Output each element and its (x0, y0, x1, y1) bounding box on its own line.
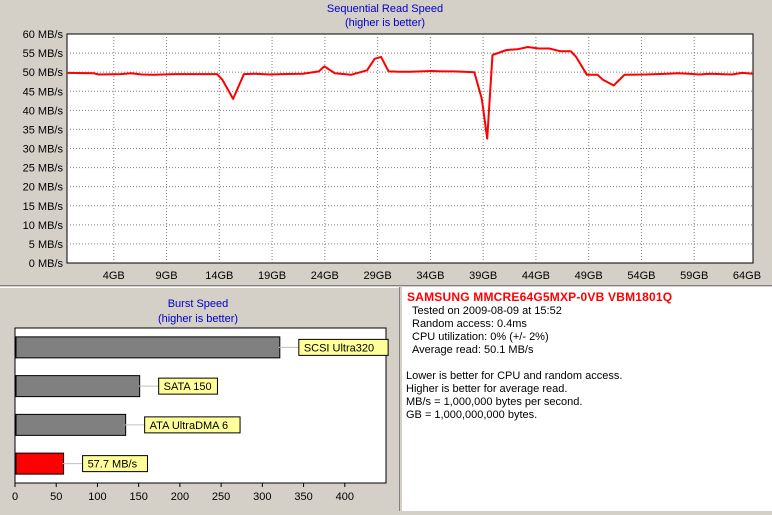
x-tick-label: 350 (294, 491, 312, 503)
y-tick-label: 60 MB/s (23, 29, 64, 41)
x-tick-label: 24GB (311, 270, 339, 282)
chart-subtitle: (higher is better) (158, 313, 238, 325)
y-tick-label: 20 MB/s (23, 182, 64, 194)
y-tick-label: 50 MB/s (23, 67, 64, 79)
bar-label: ATA UltraDMA 6 (150, 420, 228, 432)
x-tick-label: 49GB (575, 270, 603, 282)
bar-label-box (158, 377, 218, 395)
x-tick-label: 100 (88, 491, 106, 503)
burst-speed-panel: Burst Speed (higher is better) SCSI Ultr… (0, 287, 398, 511)
x-tick-label: 34GB (416, 270, 444, 282)
note-line: Higher is better for average read. (406, 383, 568, 395)
cpu-utilization-text: CPU utilization: 0% (+/- 2%) (412, 331, 549, 343)
y-tick-label: 40 MB/s (23, 105, 64, 117)
tested-on-text: Tested on 2009-08-09 at 15:52 (412, 305, 562, 317)
x-tick-label: 50 (50, 491, 62, 503)
chart-title: Burst Speed (168, 298, 229, 310)
y-axis-ticks: 0 MB/s 5 MB/s 10 MB/s 15 MB/s 20 MB/s 25 MB/s… (23, 29, 64, 270)
horizontal-divider (0, 285, 772, 288)
note-line: Lower is better for CPU and random acces… (406, 370, 623, 382)
drive-info-panel: SAMSUNG MMCRE64G5MXP-0VB VBM1801Q Tested… (403, 287, 772, 511)
x-tick-label: 54GB (627, 270, 655, 282)
bar (15, 452, 65, 475)
y-tick-label: 25 MB/s (23, 163, 64, 175)
x-tick-label: 64GB (733, 270, 761, 282)
sequential-read-panel: Sequential Read Speed (higher is better)… (23, 3, 761, 282)
sequential-read-chart: Sequential Read Speed (higher is better)… (23, 3, 761, 282)
series-line (66, 46, 754, 140)
x-tick-label: 200 (171, 491, 189, 503)
note-line: MB/s = 1,000,000 bytes per second. (406, 396, 583, 408)
bar-label: SATA 150 (164, 381, 212, 393)
y-tick-label: 45 MB/s (23, 86, 64, 98)
x-tick-label: 19GB (258, 270, 286, 282)
y-tick-label: 35 MB/s (23, 124, 64, 136)
chart-title: Sequential Read Speed (327, 3, 443, 15)
y-tick-label: 15 MB/s (23, 201, 64, 213)
bars-group: SCSI Ultra320 SATA 150 ATA UltraDMA 6 57.7 … (15, 336, 389, 475)
x-tick-label: 150 (129, 491, 147, 503)
y-tick-label: 0 MB/s (29, 258, 64, 270)
x-axis-ticks: 0 50 100 150 200 250 300 350 400 (12, 483, 354, 503)
x-tick-label: 9GB (156, 270, 178, 282)
x-tick-label: 59GB (680, 270, 708, 282)
x-tick-label: 14GB (205, 270, 233, 282)
bar-label: 57.7 MB/s (88, 459, 138, 471)
y-tick-label: 30 MB/s (23, 144, 64, 156)
bar-label-box (144, 416, 241, 434)
vertical-divider (399, 287, 403, 511)
bar-label-box (82, 455, 148, 473)
bar-label-box (298, 338, 389, 356)
y-tick-label: 55 MB/s (23, 48, 64, 60)
x-tick-label: 39GB (469, 270, 497, 282)
x-tick-label: 0 (12, 491, 18, 503)
grid-lines (67, 34, 753, 263)
note-line: GB = 1,000,000,000 bytes. (406, 409, 538, 421)
x-axis-ticks: 4GB 9GB 14GB 19GB 24GB 29GB 34GB 39GB 44GB 49GB 54… (103, 270, 761, 282)
series-group (66, 46, 754, 140)
bar (15, 336, 281, 359)
x-tick-label: 300 (253, 491, 271, 503)
bar (15, 413, 127, 436)
random-access-text: Random access: 0.4ms (412, 318, 527, 330)
x-tick-label: 29GB (364, 270, 392, 282)
average-read-text: Average read: 50.1 MB/s (412, 344, 534, 356)
burst-speed-chart: Burst Speed (higher is better) SCSI Ultr… (12, 298, 389, 503)
bar-label: SCSI Ultra320 (304, 342, 374, 354)
x-tick-label: 400 (336, 491, 354, 503)
y-tick-label: 10 MB/s (23, 220, 64, 232)
drive-title: SAMSUNG MMCRE64G5MXP-0VB VBM1801Q (407, 290, 673, 304)
chart-subtitle: (higher is better) (345, 17, 425, 29)
x-tick-label: 250 (212, 491, 230, 503)
x-tick-label: 44GB (522, 270, 550, 282)
x-tick-label: 4GB (103, 270, 125, 282)
y-tick-label: 5 MB/s (29, 239, 64, 251)
bar (15, 375, 141, 398)
